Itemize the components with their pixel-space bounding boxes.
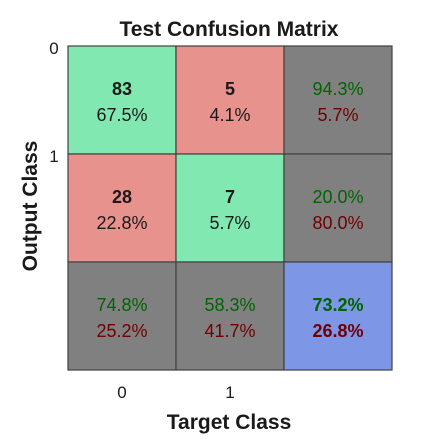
row-summary-1-background xyxy=(283,153,393,263)
row-summary-wrong: 5.7% xyxy=(317,105,358,125)
matrix-grid: 83 67.5% 5 4.1% 28 22.8% 7 5.7% 94.3% 5.7% 20.0% 80… xyxy=(67,45,393,371)
chart-title: Test Confusion Matrix xyxy=(120,18,339,41)
x-axis-label: Target Class xyxy=(167,411,292,434)
cell-count: 83 xyxy=(112,79,132,99)
y-axis-label: Output Class xyxy=(19,141,42,272)
matrix-cell-1-0-background xyxy=(67,153,177,263)
cell-percent: 67.5% xyxy=(96,105,147,125)
matrix-cell-0-0: 83 67.5% xyxy=(67,45,177,155)
row-summary-0-background xyxy=(283,45,393,155)
x-tick-label: 0 xyxy=(117,383,126,402)
row-summary-correct: 20.0% xyxy=(312,187,363,207)
col-summary-0-background xyxy=(67,261,177,371)
overall-accuracy-cell: 73.2% 26.8% xyxy=(283,261,393,371)
col-summary-wrong: 41.7% xyxy=(204,321,255,341)
matrix-cell-0-1: 5 4.1% xyxy=(175,45,285,155)
overall-wrong: 26.8% xyxy=(312,321,363,341)
cell-percent: 4.1% xyxy=(209,105,250,125)
row-summary-wrong: 80.0% xyxy=(312,213,363,233)
y-tick-label: 1 xyxy=(49,147,58,166)
col-summary-1-background xyxy=(175,261,285,371)
x-tick-label: 1 xyxy=(225,383,234,402)
matrix-cell-1-0: 28 22.8% xyxy=(67,153,177,263)
col-summary-correct: 58.3% xyxy=(204,295,255,315)
col-summary-0: 74.8% 25.2% xyxy=(67,261,177,371)
cell-count: 28 xyxy=(112,187,132,207)
cell-count: 5 xyxy=(225,79,235,99)
row-summary-1: 20.0% 80.0% xyxy=(283,153,393,263)
col-summary-1: 58.3% 41.7% xyxy=(175,261,285,371)
row-summary-0: 94.3% 5.7% xyxy=(283,45,393,155)
overall-accuracy-cell-background xyxy=(283,261,393,371)
matrix-cell-1-1: 7 5.7% xyxy=(175,153,285,263)
cell-count: 7 xyxy=(225,187,235,207)
matrix-cell-0-1-background xyxy=(175,45,285,155)
col-summary-correct: 74.8% xyxy=(96,295,147,315)
y-tick-label: 0 xyxy=(49,39,58,58)
matrix-cell-0-0-background xyxy=(67,45,177,155)
cell-percent: 22.8% xyxy=(96,213,147,233)
cell-percent: 5.7% xyxy=(209,213,250,233)
row-summary-correct: 94.3% xyxy=(312,79,363,99)
matrix-cell-1-1-background xyxy=(175,153,285,263)
overall-correct: 73.2% xyxy=(312,295,363,315)
col-summary-wrong: 25.2% xyxy=(96,321,147,341)
axis-ticks: 0 1 0 1 xyxy=(49,39,234,402)
